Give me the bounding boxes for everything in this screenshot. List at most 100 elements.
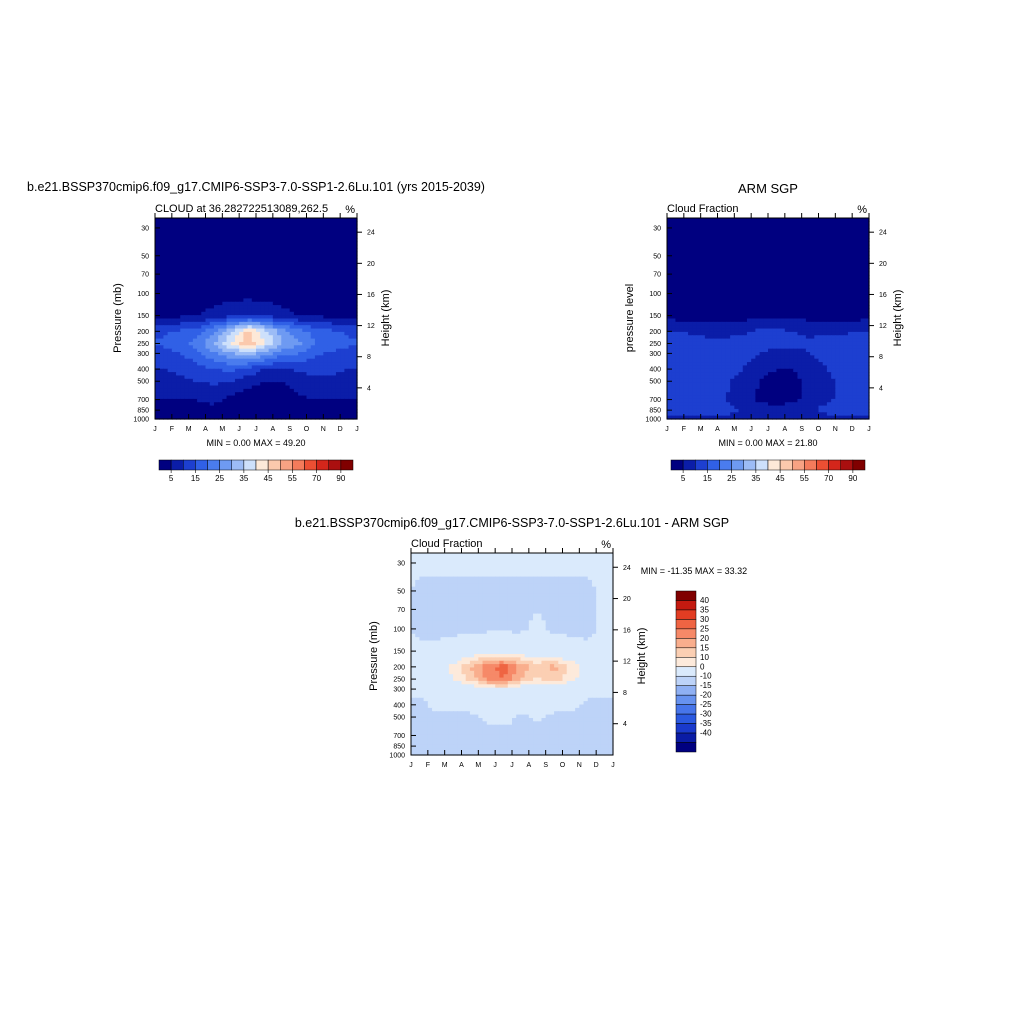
contour-cell bbox=[314, 315, 320, 320]
contour-cell bbox=[852, 348, 857, 353]
contour-cell bbox=[184, 395, 190, 400]
contour-cell bbox=[692, 228, 698, 232]
contour-cell bbox=[826, 241, 832, 246]
contour-cell bbox=[293, 385, 299, 390]
contour-cell bbox=[742, 268, 748, 273]
contour-cell bbox=[277, 355, 282, 360]
contour-cell bbox=[730, 228, 735, 232]
contour-cell bbox=[289, 362, 295, 366]
contour-cell bbox=[340, 348, 345, 353]
contour-cell bbox=[256, 385, 261, 390]
contour-cell bbox=[226, 251, 232, 256]
contour-cell bbox=[268, 285, 274, 289]
contour-cell bbox=[167, 278, 173, 283]
contour-cell bbox=[864, 311, 870, 316]
contour-cell bbox=[797, 234, 803, 239]
contour-cell bbox=[335, 295, 341, 299]
contour-cell bbox=[835, 335, 841, 340]
contour-cell bbox=[340, 228, 345, 232]
contour-cell bbox=[285, 301, 291, 306]
contour-cell bbox=[683, 244, 689, 249]
contour-cell bbox=[688, 285, 693, 289]
contour-cell bbox=[725, 278, 731, 283]
contour-cell bbox=[805, 325, 811, 330]
contour-cell bbox=[847, 261, 853, 266]
contour-cell bbox=[797, 301, 803, 306]
contour-cell bbox=[751, 295, 756, 299]
contour-cell bbox=[268, 308, 274, 313]
contour-cell bbox=[302, 368, 308, 373]
contour-cell bbox=[801, 234, 807, 239]
contour-cell bbox=[201, 355, 207, 360]
contour-cell bbox=[763, 285, 769, 289]
contour-cell bbox=[314, 378, 320, 383]
contour-cell bbox=[721, 281, 727, 286]
contour-cell bbox=[272, 261, 278, 266]
contour-cell bbox=[826, 228, 832, 232]
contour-cell bbox=[180, 238, 186, 243]
contour-cell bbox=[323, 228, 329, 232]
contour-cell bbox=[683, 274, 689, 279]
contour-cell bbox=[805, 311, 811, 316]
contour-cell bbox=[298, 291, 303, 296]
contour-cell bbox=[155, 268, 160, 273]
contour-cell bbox=[222, 278, 228, 283]
contour-cell bbox=[251, 218, 257, 222]
contour-cell bbox=[709, 288, 714, 293]
contour-cell bbox=[243, 338, 249, 343]
contour-cell bbox=[176, 254, 181, 259]
contour-cell bbox=[742, 271, 748, 276]
contour-cell bbox=[205, 311, 211, 316]
contour-cell bbox=[251, 385, 257, 390]
contour-cell bbox=[188, 291, 194, 296]
contour-cell bbox=[839, 321, 845, 326]
contour-cell bbox=[738, 321, 744, 326]
contour-cell bbox=[335, 278, 341, 283]
contour-cell bbox=[768, 251, 773, 256]
contour-cell bbox=[213, 338, 219, 343]
contour-cell bbox=[810, 301, 815, 306]
contour-cell bbox=[772, 271, 778, 276]
contour-cell bbox=[323, 268, 329, 273]
contour-cell bbox=[213, 345, 219, 350]
contour-cell bbox=[323, 378, 329, 383]
contour-cell bbox=[285, 405, 291, 410]
contour-cell bbox=[805, 234, 811, 239]
contour-cell bbox=[746, 224, 752, 229]
contour-cell bbox=[780, 258, 786, 263]
contour-cell bbox=[348, 298, 354, 303]
contour-cell bbox=[772, 254, 778, 259]
contour-cell bbox=[251, 301, 257, 306]
contour-cell bbox=[667, 274, 672, 279]
contour-cell bbox=[171, 345, 177, 350]
contour-cell bbox=[251, 288, 257, 293]
contour-cell bbox=[780, 301, 786, 306]
contour-cell bbox=[352, 264, 358, 269]
contour-cell bbox=[738, 261, 744, 266]
contour-cell bbox=[835, 305, 841, 310]
contour-cell bbox=[696, 268, 702, 273]
contour-cell bbox=[667, 338, 672, 343]
contour-cell bbox=[289, 405, 295, 410]
contour-cell bbox=[281, 348, 287, 353]
contour-cell bbox=[348, 395, 354, 400]
contour-cell bbox=[167, 271, 173, 276]
contour-cell bbox=[281, 372, 287, 377]
contour-cell bbox=[692, 274, 698, 279]
contour-cell bbox=[742, 278, 748, 283]
contour-cell bbox=[331, 365, 337, 370]
contour-cell bbox=[709, 228, 714, 232]
contour-cell bbox=[856, 278, 862, 283]
contour-cell bbox=[293, 341, 299, 346]
contour-cell bbox=[805, 315, 811, 320]
contour-cell bbox=[780, 238, 786, 243]
contour-cell bbox=[826, 244, 832, 249]
contour-cell bbox=[247, 415, 253, 420]
contour-cell bbox=[167, 251, 173, 256]
contour-cell bbox=[810, 238, 815, 243]
contour-cell bbox=[801, 278, 807, 283]
contour-cell bbox=[713, 311, 719, 316]
contour-cell bbox=[239, 268, 244, 273]
contour-cell bbox=[272, 254, 278, 259]
contour-cell bbox=[335, 298, 341, 303]
